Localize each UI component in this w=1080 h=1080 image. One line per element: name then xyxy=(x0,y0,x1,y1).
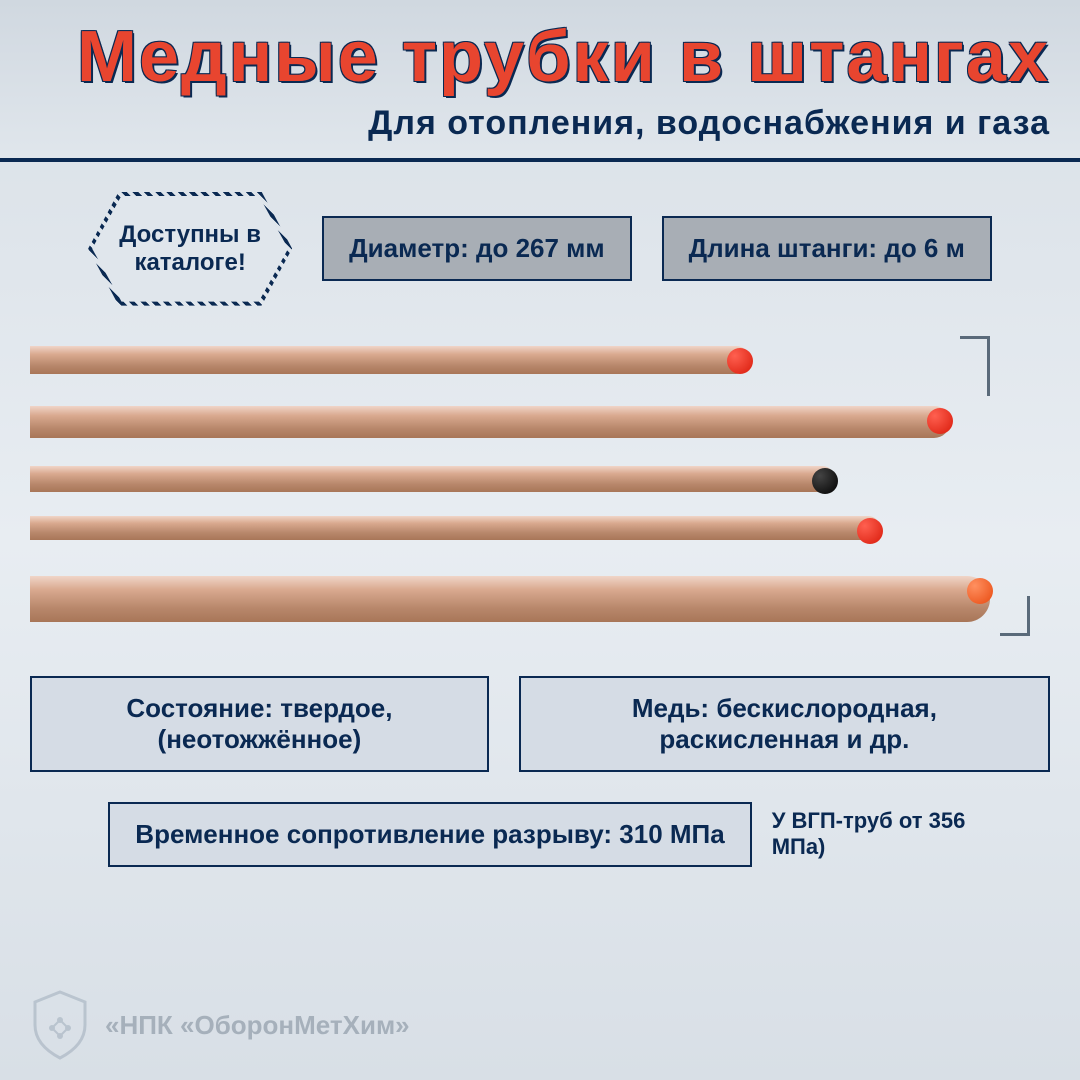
spec-tensile: Временное сопротивление разрыву: 310 МПа xyxy=(108,802,751,867)
copper-tube xyxy=(30,466,835,492)
page-title: Медные трубки в штангах xyxy=(30,20,1050,96)
top-specs-row: Доступны в каталоге! Диаметр: до 267 мм … xyxy=(30,192,1050,306)
copper-tube xyxy=(30,346,750,374)
footer: «НПК «ОборонМетХим» xyxy=(30,990,410,1060)
content-area: Доступны в каталоге! Диаметр: до 267 мм … xyxy=(0,162,1080,1012)
shield-icon xyxy=(30,990,90,1060)
bottom-specs-row: Временное сопротивление разрыву: 310 МПа… xyxy=(30,802,1050,867)
spec-state: Состояние: твердое, (неотожжённое) xyxy=(30,676,489,772)
spec-length: Длина штанги: до 6 м xyxy=(662,216,992,281)
company-name: «НПК «ОборонМетХим» xyxy=(105,1010,410,1041)
header: Медные трубки в штангах Для отопления, в… xyxy=(0,0,1080,162)
spec-diameter: Диаметр: до 267 мм xyxy=(322,216,632,281)
middle-specs-row: Состояние: твердое, (неотожжённое) Медь:… xyxy=(30,676,1050,772)
bracket-bottom xyxy=(1000,596,1030,636)
copper-tube xyxy=(30,516,880,540)
spec-copper-type: Медь: бескислородная, раскисленная и др. xyxy=(519,676,1050,772)
page-subtitle: Для отопления, водоснабжения и газа xyxy=(30,104,1050,143)
catalog-badge: Доступны в каталоге! xyxy=(88,192,292,306)
catalog-badge-text: Доступны в каталоге! xyxy=(92,196,288,302)
copper-tube xyxy=(30,406,950,438)
copper-tube xyxy=(30,576,990,622)
bracket-top xyxy=(960,336,990,396)
tubes-illustration xyxy=(30,336,1050,646)
spec-tensile-note: У ВГП-труб от 356 МПа) xyxy=(772,808,972,860)
